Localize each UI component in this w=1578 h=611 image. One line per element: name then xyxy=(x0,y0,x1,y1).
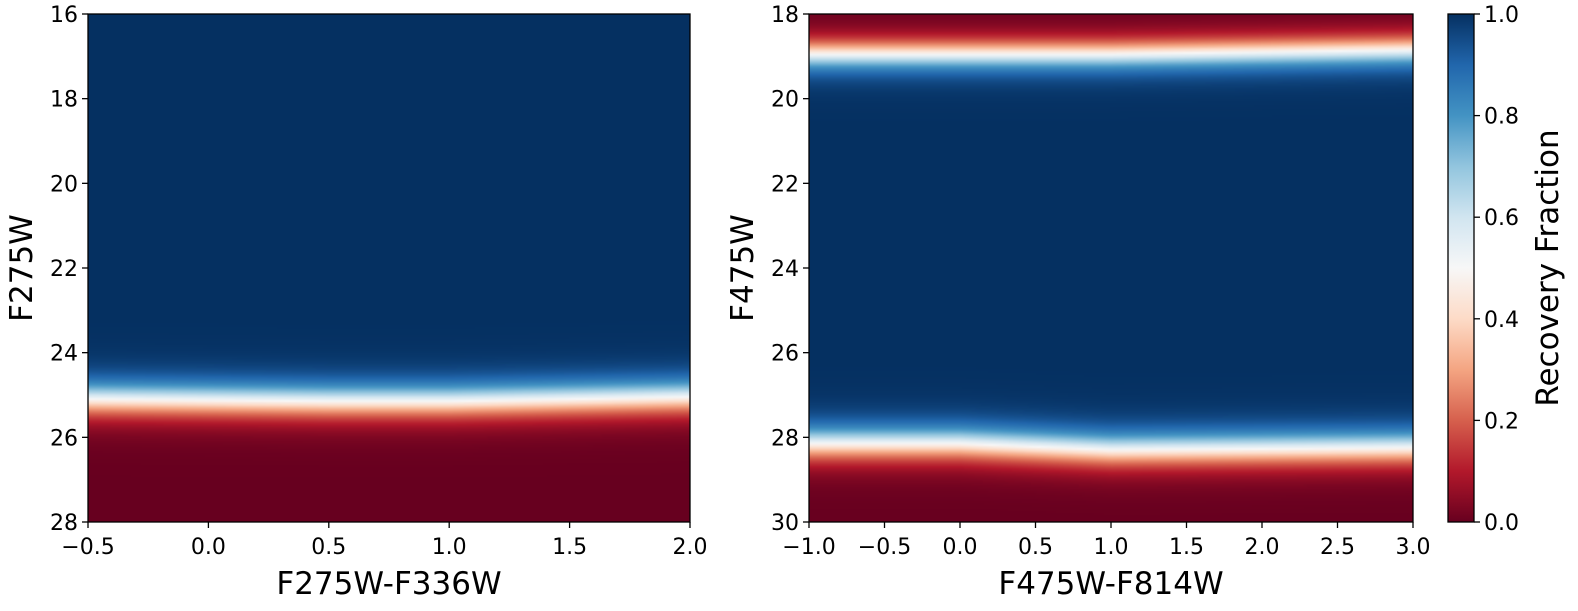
colorbar: 0.0 0.2 0.4 0.6 0.8 1.0 Recovery Fraction xyxy=(1447,3,1566,536)
y-axis-label-left: F275W xyxy=(4,214,40,322)
y-tick-label: 26 xyxy=(50,426,78,451)
x-tick-label: 2.0 xyxy=(673,535,708,560)
x-tick-label: 0.5 xyxy=(311,535,346,560)
colorbar-tick-label: 0.0 xyxy=(1484,511,1519,536)
x-tick-label: 1.5 xyxy=(1169,535,1204,560)
colorbar-label: Recovery Fraction xyxy=(1530,129,1566,406)
y-axis-label-right: F475W xyxy=(725,214,761,322)
x-axis-label-left: F275W-F336W xyxy=(276,566,501,602)
x-tick-label: 1.5 xyxy=(552,535,587,560)
ticks-left: −0.5 0.0 0.5 1.0 1.5 2.0 16 18 20 22 24 26 28 xyxy=(50,3,708,560)
y-tick-label: 24 xyxy=(50,342,78,367)
heatmap-right-image xyxy=(809,14,1413,522)
colorbar-tick-label: 0.2 xyxy=(1484,409,1519,434)
y-tick-label: 24 xyxy=(771,257,799,282)
x-tick-label: −0.5 xyxy=(61,535,114,560)
x-tick-label: −0.5 xyxy=(858,535,911,560)
colorbar-tick-label: 0.8 xyxy=(1484,105,1519,130)
y-tick-label: 16 xyxy=(50,3,78,28)
y-tick-label: 18 xyxy=(771,3,799,28)
colorbar-frame xyxy=(1447,13,1475,523)
x-tick-label: 2.0 xyxy=(1245,535,1280,560)
colorbar-tick-label: 0.4 xyxy=(1484,308,1519,333)
heatmap-left-image xyxy=(88,14,690,522)
y-tick-label: 20 xyxy=(771,88,799,113)
colorbar-tick-label: 1.0 xyxy=(1484,3,1519,28)
panel-right-f475w: −1.0 −0.5 0.0 0.5 1.0 1.5 2.0 2.5 3.0 18 20 22 24 26 2… xyxy=(725,3,1431,602)
y-tick-label: 30 xyxy=(771,511,799,536)
y-tick-label: 22 xyxy=(771,172,799,197)
colorbar-ticks: 0.0 0.2 0.4 0.6 0.8 1.0 xyxy=(1474,3,1519,536)
x-tick-label: 1.0 xyxy=(432,535,467,560)
x-tick-label: 1.0 xyxy=(1094,535,1129,560)
x-tick-label: 3.0 xyxy=(1396,535,1431,560)
colorbar-gradient xyxy=(1448,14,1474,522)
y-tick-label: 28 xyxy=(50,511,78,536)
x-tick-label: 2.5 xyxy=(1320,535,1355,560)
x-tick-label: 0.0 xyxy=(943,535,978,560)
y-tick-label: 20 xyxy=(50,172,78,197)
x-tick-label: −1.0 xyxy=(782,535,835,560)
y-tick-label: 26 xyxy=(771,342,799,367)
y-tick-label: 28 xyxy=(771,426,799,451)
y-tick-label: 22 xyxy=(50,257,78,282)
y-tick-label: 18 xyxy=(50,88,78,113)
ticks-right: −1.0 −0.5 0.0 0.5 1.0 1.5 2.0 2.5 3.0 18 20 22 24 26 2… xyxy=(771,3,1431,560)
x-axis-label-right: F475W-F814W xyxy=(998,566,1223,602)
panel-left-f275w: −0.5 0.0 0.5 1.0 1.5 2.0 16 18 20 22 24 26 28 F275W-… xyxy=(4,3,708,602)
colorbar-tick-label: 0.6 xyxy=(1484,206,1519,231)
x-tick-label: 0.5 xyxy=(1018,535,1053,560)
x-tick-label: 0.0 xyxy=(191,535,226,560)
